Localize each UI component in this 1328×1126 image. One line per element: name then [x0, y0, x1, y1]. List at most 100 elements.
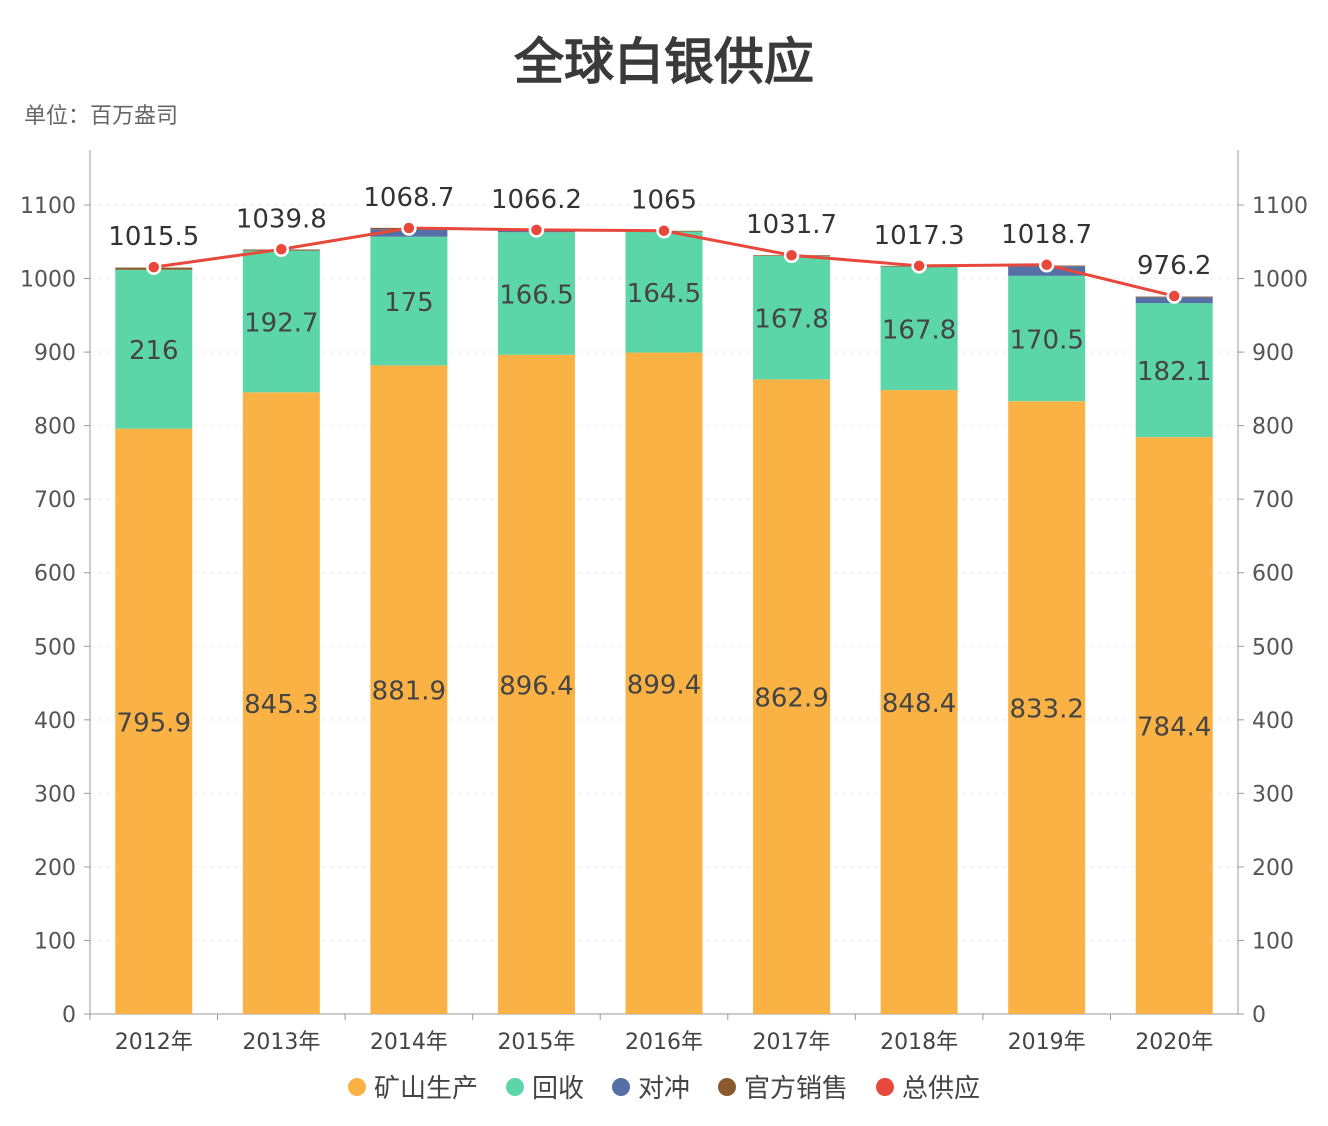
total-value-label: 1017.3	[874, 221, 965, 251]
legend-item[interactable]: 矿山生产	[347, 1068, 478, 1105]
segment-value-label: 845.3	[244, 690, 318, 720]
y-tick-label-right: 300	[1252, 782, 1294, 807]
bars	[115, 227, 1213, 1015]
y-tick-label-left: 0	[62, 1003, 76, 1028]
segment-value-label: 182.1	[1137, 357, 1211, 387]
bar-segment	[1008, 275, 1086, 402]
legend-dot-icon	[718, 1077, 736, 1096]
segment-value-label: 862.9	[754, 684, 828, 714]
x-tick-label: 2016年	[625, 1030, 703, 1055]
total-value-label: 1068.7	[363, 183, 454, 213]
x-tick-label: 2013年	[242, 1030, 320, 1055]
segment-value-label: 216	[129, 336, 179, 366]
y-tick-label-left: 600	[34, 562, 76, 587]
bar-segment	[880, 266, 958, 391]
y-tick-label-right: 900	[1252, 341, 1294, 366]
total-supply-point	[401, 220, 417, 236]
segment-value-label: 784.4	[1137, 713, 1211, 743]
total-supply-point	[1038, 257, 1055, 273]
total-labels: 1015.5 1039.8 1068.7 1066.2 1065 1031.7 1017.3…	[108, 183, 1211, 281]
segment-value-label: 167.8	[754, 305, 828, 335]
x-tick-label: 2017年	[753, 1030, 831, 1055]
bar-segment	[880, 390, 958, 1014]
total-value-label: 1039.8	[236, 204, 327, 234]
bar-segment	[753, 379, 831, 1014]
y-tick-label-left: 800	[34, 415, 76, 440]
total-value-label: 1015.5	[108, 222, 199, 252]
total-supply-point	[1166, 288, 1182, 304]
total-supply-point	[783, 247, 800, 263]
legend-dot-icon	[611, 1077, 630, 1096]
bar-segment	[625, 352, 703, 1014]
legend: 矿山生产 回收 对冲 官方销售 总供应	[0, 1068, 1328, 1105]
segment-value-label: 170.5	[1009, 326, 1083, 356]
bar-segment	[242, 250, 320, 393]
y-tick-label-left: 500	[34, 635, 76, 660]
bar-segment	[753, 255, 831, 380]
unit-label: 单位：百万盎司	[24, 104, 179, 129]
bar-segment	[115, 269, 193, 429]
x-tick-label: 2012年	[115, 1030, 193, 1055]
legend-label: 对冲	[637, 1074, 690, 1104]
bar-segment	[370, 236, 448, 366]
total-supply-point	[273, 241, 290, 258]
y-tick-label-right: 1000	[1252, 268, 1308, 293]
legend-item[interactable]: 官方销售	[718, 1068, 848, 1105]
total-value-label: 1031.7	[746, 210, 837, 240]
y-tick-label-right: 200	[1252, 856, 1294, 881]
stacked-bar-line-chart: 0 0 100 100 200 200 300 300 400 400 500 500 600 600 70…	[20, 150, 1308, 1055]
bar-segment	[242, 392, 320, 1014]
legend-label: 官方销售	[744, 1074, 849, 1104]
total-supply-point	[146, 259, 162, 275]
segment-labels: 795.9 216 845.3 192.7 881.9 175 896.4 166.5 899.…	[117, 279, 1212, 743]
total-value-label: 1066.2	[491, 185, 582, 215]
y-tick-label-right: 100	[1252, 929, 1294, 954]
legend-dot-icon	[505, 1077, 524, 1096]
y-tick-label-right: 700	[1252, 488, 1294, 513]
total-supply-point	[656, 222, 672, 239]
axes: 0 0 100 100 200 200 300 300 400 400 500 500 600 600 70…	[20, 150, 1308, 1055]
y-tick-label-left: 1100	[20, 194, 76, 219]
legend-dot-icon	[876, 1077, 895, 1096]
legend-item[interactable]: 对冲	[611, 1068, 690, 1105]
segment-value-label: 164.5	[627, 279, 701, 309]
bar-segment	[370, 365, 448, 1014]
legend-label: 回收	[531, 1074, 584, 1104]
y-tick-label-left: 400	[34, 709, 76, 734]
legend-item[interactable]: 总供应	[876, 1068, 980, 1105]
x-tick-label: 2014年	[370, 1030, 448, 1055]
y-tick-label-right: 600	[1252, 562, 1294, 587]
x-tick-label: 2015年	[497, 1030, 575, 1055]
y-tick-label-left: 200	[34, 856, 76, 881]
segment-value-label: 175	[384, 288, 434, 318]
y-tick-label-right: 400	[1252, 709, 1294, 734]
total-value-label: 1018.7	[1001, 220, 1092, 250]
segment-value-label: 192.7	[244, 308, 318, 338]
legend-dot-icon	[347, 1077, 366, 1096]
x-tick-label: 2019年	[1008, 1030, 1086, 1055]
y-tick-label-left: 700	[34, 488, 76, 513]
y-tick-label-left: 900	[34, 341, 76, 366]
segment-value-label: 881.9	[372, 677, 446, 707]
bar-segment	[497, 232, 575, 355]
y-tick-label-right: 500	[1252, 635, 1294, 660]
segment-value-label: 795.9	[117, 708, 191, 738]
bar-segment	[497, 354, 575, 1015]
bar-segment	[625, 231, 703, 353]
legend-label: 矿山生产	[373, 1074, 478, 1104]
y-tick-label-right: 0	[1252, 1003, 1266, 1028]
legend-item[interactable]: 回收	[505, 1068, 584, 1105]
bar-segment	[1135, 437, 1213, 1014]
x-tick-label: 2020年	[1135, 1030, 1213, 1055]
total-supply-point	[528, 222, 545, 238]
total-value-label: 976.2	[1137, 251, 1211, 281]
total-line	[146, 220, 1182, 304]
chart-title: 全球白银供应	[514, 33, 814, 91]
bar-segment	[115, 428, 193, 1014]
y-tick-label-left: 1000	[20, 268, 76, 293]
y-tick-label-right: 800	[1252, 415, 1294, 440]
y-tick-label-right: 1100	[1252, 194, 1308, 219]
bar-segment	[1135, 303, 1213, 438]
bar-segment	[1008, 401, 1086, 1015]
segment-value-label: 166.5	[499, 281, 573, 311]
